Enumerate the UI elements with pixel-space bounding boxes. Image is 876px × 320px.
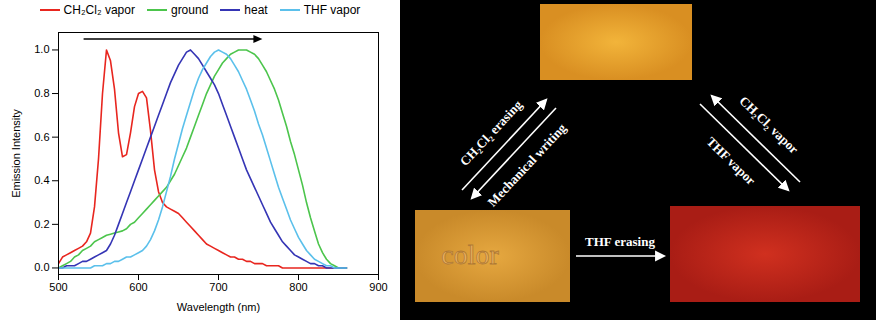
svg-text:600: 600 (129, 281, 147, 293)
svg-text:CH₂Cl₂ vapor: CH₂Cl₂ vapor (736, 93, 801, 157)
svg-text:0.6: 0.6 (34, 131, 49, 143)
svg-text:THF erasing: THF erasing (585, 234, 655, 249)
svg-text:700: 700 (209, 281, 227, 293)
svg-text:500: 500 (49, 281, 67, 293)
svg-text:Emission Intensity: Emission Intensity (10, 109, 22, 198)
svg-text:0.4: 0.4 (34, 174, 49, 186)
html-text:heat: heat (244, 3, 268, 17)
svg-text:THF vapor: THF vapor (704, 134, 759, 188)
html-text:CH₂Cl₂ vapor: CH₂Cl₂ vapor (63, 3, 135, 17)
svg-text:900: 900 (369, 281, 387, 293)
svg-text:color: color (441, 239, 499, 270)
svg-text:1.0: 1.0 (34, 43, 49, 55)
svg-text:0.0: 0.0 (34, 261, 49, 273)
html-text:THF vapor: THF vapor (303, 3, 361, 17)
svg-text:Mechanical writing: Mechanical writing (485, 120, 570, 210)
html-text:ground: ground (171, 3, 209, 17)
svg-text:Wavelength (nm): Wavelength (nm) (177, 301, 260, 313)
svg-text:0.2: 0.2 (34, 218, 49, 230)
svg-text:CH₂Cl₂ erasing: CH₂Cl₂ erasing (457, 97, 526, 169)
svg-text:0.8: 0.8 (34, 87, 49, 99)
svg-text:800: 800 (289, 281, 307, 293)
